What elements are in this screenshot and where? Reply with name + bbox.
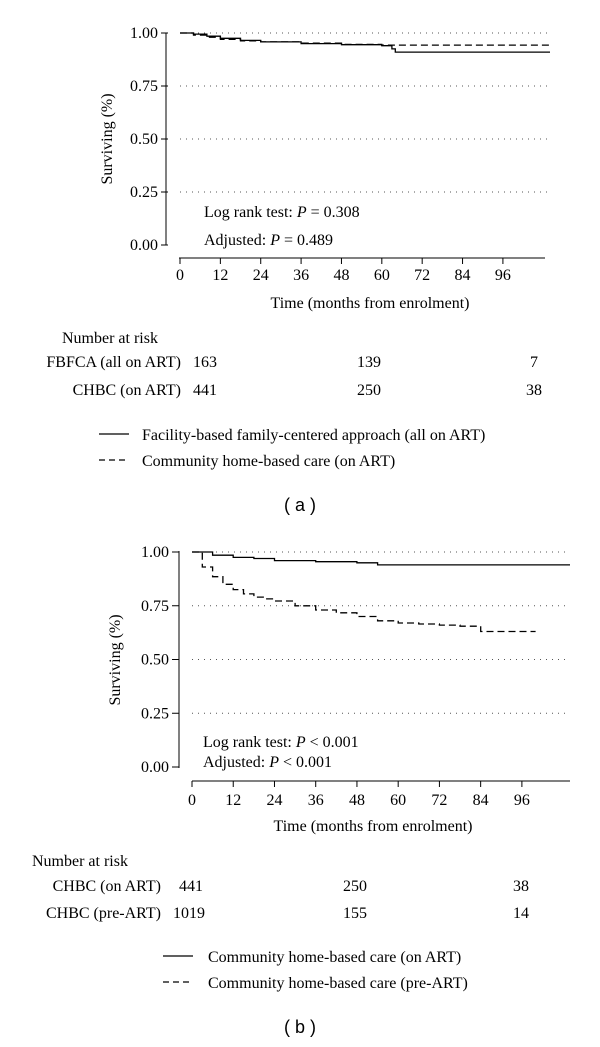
series-b [192, 551, 570, 633]
series-line-b-0 [192, 551, 570, 566]
adjusted-annotation-a: Adjusted: P = 0.489 [204, 232, 333, 249]
series-line-b-1 [192, 551, 536, 633]
series-line-a-1 [180, 32, 550, 46]
risk-row-label-b-1: CHBC (pre-ART) [46, 905, 161, 922]
y-ticks-b: 0.00 0.25 0.50 0.75 1.00 [141, 544, 179, 776]
y-axis-title-a: Surviving (%) [99, 93, 116, 184]
risk-cell-a-0-0: 163 [193, 354, 217, 371]
x-tick-label-a-2: 24 [253, 267, 269, 284]
x-axis-title-a: Time (months from enrolment) [271, 295, 470, 312]
x-tick-label-b-4: 48 [349, 792, 365, 809]
x-tick-label-b-3: 36 [308, 792, 324, 809]
x-tick-label-a-6: 72 [414, 267, 430, 284]
y-axis-title-b: Surviving (%) [107, 614, 124, 705]
risk-cell-b-0-0: 441 [179, 878, 203, 895]
risk-cell-b-0-1: 250 [343, 878, 367, 895]
series-a [180, 32, 550, 53]
y-tick-label-b-1: 0.25 [141, 705, 169, 722]
risk-cell-a-1-0: 441 [193, 382, 217, 399]
risk-cell-a-1-2: 38 [526, 382, 542, 399]
risk-row-label-b-0: CHBC (on ART) [53, 878, 161, 895]
x-tick-label-b-7: 84 [473, 792, 489, 809]
risk-cell-b-1-0: 1019 [173, 905, 205, 922]
y-tick-label-a-0: 0.00 [130, 237, 158, 254]
x-tick-label-a-8: 96 [495, 267, 511, 284]
x-tick-label-a-0: 0 [176, 267, 184, 284]
x-tick-label-a-7: 84 [455, 267, 471, 284]
risk-cell-b-1-1: 155 [343, 905, 367, 922]
risk-cell-a-1-1: 250 [357, 382, 381, 399]
y-tick-label-b-0: 0.00 [141, 759, 169, 776]
legend-label-b-1: Community home-based care (pre-ART) [208, 975, 468, 992]
gridlines-a [180, 32, 550, 193]
x-tick-label-a-1: 12 [212, 267, 228, 284]
y-tick-label-b-4: 1.00 [141, 544, 169, 561]
y-tick-label-b-2: 0.50 [141, 652, 169, 669]
panel-label-a: ( a ) [284, 495, 316, 515]
y-tick-label-a-3: 0.75 [130, 78, 158, 95]
risk-cell-b-1-2: 14 [513, 905, 529, 922]
risk-cell-a-0-2: 7 [530, 354, 538, 371]
x-tick-label-b-8: 96 [514, 792, 530, 809]
x-ticks-a: 0 12 24 36 48 60 72 84 96 [176, 258, 511, 284]
x-tick-label-a-4: 48 [333, 267, 349, 284]
legend-label-a-0: Facility-based family-centered approach … [142, 427, 485, 444]
x-tick-label-b-5: 60 [390, 792, 406, 809]
series-line-a-0 [180, 32, 550, 53]
y-tick-label-b-3: 0.75 [141, 598, 169, 615]
y-tick-label-a-4: 1.00 [130, 25, 158, 42]
gridlines-b [192, 551, 570, 714]
y-tick-label-a-2: 0.50 [130, 131, 158, 148]
x-tick-label-b-6: 72 [431, 792, 447, 809]
y-ticks-a: 0.00 0.25 0.50 0.75 1.00 [130, 25, 168, 254]
risk-row-label-a-1: CHBC (on ART) [73, 382, 181, 399]
logrank-annotation-a: Log rank test: P = 0.308 [204, 204, 360, 221]
risk-table-title-a: Number at risk [62, 330, 158, 347]
x-tick-label-b-2: 24 [266, 792, 282, 809]
logrank-annotation-b: Log rank test: P < 0.001 [203, 734, 359, 751]
x-tick-label-b-0: 0 [188, 792, 196, 809]
adjusted-annotation-b: Adjusted: P < 0.001 [203, 754, 332, 771]
risk-cell-a-0-1: 139 [357, 354, 381, 371]
legend-label-b-0: Community home-based care (on ART) [208, 949, 461, 966]
risk-row-label-a-0: FBFCA (all on ART) [46, 354, 181, 371]
panel-label-b: ( b ) [284, 1017, 316, 1037]
x-tick-label-a-3: 36 [293, 267, 309, 284]
panel-a: 0.00 0.25 0.50 0.75 1.00 0 12 24 36 48 60 72 84 96 S… [46, 25, 550, 515]
x-tick-label-a-5: 60 [374, 267, 390, 284]
y-tick-label-a-1: 0.25 [130, 184, 158, 201]
risk-cell-b-0-2: 38 [513, 878, 529, 895]
panel-b: 0.00 0.25 0.50 0.75 1.00 0 12 24 36 48 60 72 84 96 S… [32, 544, 570, 1037]
x-ticks-b: 0 12 24 36 48 60 72 84 96 [188, 781, 530, 809]
risk-table-title-b: Number at risk [32, 853, 128, 870]
x-axis-title-b: Time (months from enrolment) [274, 818, 473, 835]
legend-label-a-1: Community home-based care (on ART) [142, 453, 395, 470]
x-tick-label-b-1: 12 [225, 792, 241, 809]
